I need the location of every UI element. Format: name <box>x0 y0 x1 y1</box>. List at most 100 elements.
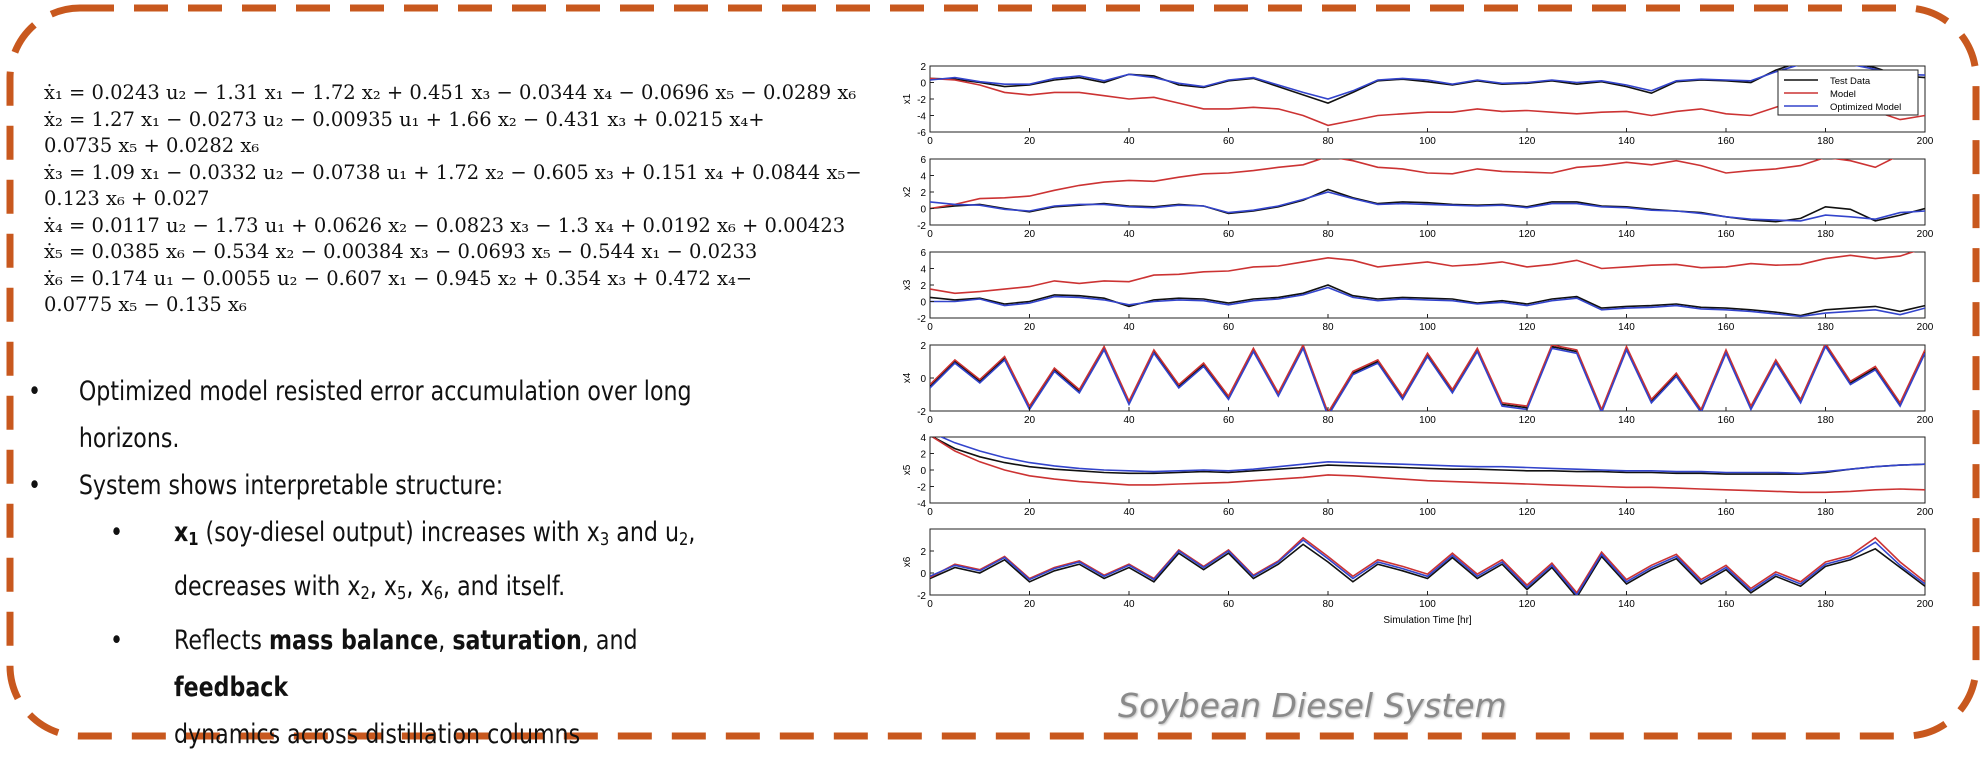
series-line <box>930 66 1925 100</box>
y-axis-label: x5 <box>902 464 913 475</box>
x-tick-label: 160 <box>1718 599 1735 610</box>
bold-term: feedback <box>173 672 289 703</box>
x-tick-label: 80 <box>1322 322 1334 333</box>
y-tick-label: 0 <box>920 298 926 309</box>
x-tick-label: 160 <box>1718 322 1735 333</box>
x-tick-label: 60 <box>1223 229 1235 240</box>
series-line <box>930 345 1925 411</box>
y-tick-label: -4 <box>917 499 926 510</box>
text-run: , <box>438 625 453 656</box>
x-tick-label: 160 <box>1718 229 1735 240</box>
x-tick-label: 20 <box>1024 415 1036 426</box>
series-line <box>930 543 1925 595</box>
var-sub: 3 <box>599 529 610 550</box>
legend-entry: Model <box>1830 89 1856 100</box>
plot-frame <box>929 528 1926 596</box>
y-tick-label: -6 <box>917 128 926 139</box>
y-tick-label: 0 <box>920 466 926 477</box>
sub-bullet-line: decreases with x2, x5, x6, and itself. <box>174 563 733 617</box>
x-tick-label: 100 <box>1419 136 1436 147</box>
y-tick-label: -4 <box>917 112 926 123</box>
x-tick-label: 40 <box>1123 229 1135 240</box>
x-tick-label: 120 <box>1519 229 1536 240</box>
y-tick-label: -2 <box>917 483 926 494</box>
x-tick-label: 100 <box>1419 507 1436 518</box>
y-axis-label: x4 <box>902 372 913 383</box>
x-tick-label: 0 <box>927 599 933 610</box>
x-tick-label: 40 <box>1123 599 1135 610</box>
x-tick-label: 100 <box>1419 599 1436 610</box>
sub-bullet-line: x1 (soy-diesel output) increases with x3… <box>174 509 733 563</box>
equation-line: ẋ₄ = 0.0117 u₂ − 1.73 u₁ + 0.0626 x₂ − 0… <box>44 213 846 237</box>
equation-line: ẋ₃ = 1.09 x₁ − 0.0332 u₂ − 0.0738 u₁ + 1… <box>44 160 862 184</box>
x-tick-label: 60 <box>1223 599 1235 610</box>
x-tick-label: 0 <box>927 507 933 518</box>
y-tick-label: -2 <box>917 221 926 232</box>
x-tick-label: 20 <box>1024 229 1036 240</box>
x-tick-label: 40 <box>1123 415 1135 426</box>
x-tick-label: 20 <box>1024 322 1036 333</box>
x-tick-label: 160 <box>1718 507 1735 518</box>
dashed-border <box>6 4 1980 740</box>
series-line <box>931 437 1925 494</box>
equation-line: 0.123 x₆ + 0.027 <box>44 187 210 210</box>
text-run: (soy-diesel output) increases with x <box>198 517 600 548</box>
y-tick-label: 2 <box>920 341 926 352</box>
equation-line: ẋ₅ = 0.0385 x₆ − 0.534 x₂ − 0.00384 x₃ −… <box>44 240 758 263</box>
bullet-text: horizons. <box>78 423 180 454</box>
equation-line: ẋ₂ = 1.27 x₁ − 0.0273 u₂ − 0.00935 u₁ + … <box>44 107 765 131</box>
x-tick-label: 200 <box>1917 415 1934 426</box>
series-line <box>939 437 1925 475</box>
plot-frame <box>929 251 1926 319</box>
x-tick-label: 140 <box>1618 507 1635 518</box>
x-tick-label: 200 <box>1917 229 1934 240</box>
x-tick-label: 20 <box>1024 507 1036 518</box>
legend-entry: Test Data <box>1830 76 1871 87</box>
x-tick-label: 40 <box>1123 507 1135 518</box>
x-tick-label: 120 <box>1519 322 1536 333</box>
x-tick-label: 200 <box>1917 507 1934 518</box>
x-tick-label: 120 <box>1519 599 1536 610</box>
series-line <box>930 345 1925 411</box>
x-tick-label: 120 <box>1519 136 1536 147</box>
x-tick-label: 160 <box>1718 136 1735 147</box>
bullet-item-optimized: Optimized model resisted error accumulat… <box>28 368 733 462</box>
y-tick-label: 2 <box>920 450 926 461</box>
var-sub: 1 <box>188 529 199 550</box>
sub-bullet-x1: • x1 (soy-diesel output) increases with … <box>28 509 733 617</box>
equation-line: 0.0775 x₅ − 0.135 x₆ <box>44 293 247 316</box>
y-tick-label: 0 <box>920 374 926 385</box>
x-tick-label: 140 <box>1618 599 1635 610</box>
text-run: , x <box>406 571 434 602</box>
y-tick-label: 6 <box>920 155 926 166</box>
var-sub: 5 <box>397 583 407 604</box>
y-tick-label: 4 <box>920 433 926 444</box>
x-tick-label: 40 <box>1123 322 1135 333</box>
sub-bullet-line: Reflects mass balance, saturation, and f… <box>174 617 733 711</box>
y-axis-label: x3 <box>902 279 913 290</box>
equation-line: 0.0735 x₅ + 0.0282 x₆ <box>44 134 260 157</box>
sub-bullet-reflects: • Reflects mass balance, saturation, and… <box>28 617 733 758</box>
x-tick-label: 100 <box>1419 229 1436 240</box>
x-tick-label: 180 <box>1817 229 1834 240</box>
x-tick-label: 180 <box>1817 322 1834 333</box>
y-tick-label: 2 <box>920 188 926 199</box>
var-x: x <box>173 517 189 548</box>
y-axis-label: x6 <box>902 556 913 567</box>
y-tick-label: 6 <box>920 248 926 259</box>
series-line <box>930 538 1925 595</box>
y-tick-label: 0 <box>920 205 926 216</box>
x-tick-label: 80 <box>1322 507 1334 518</box>
x-tick-label: 80 <box>1322 599 1334 610</box>
x-axis-label: Simulation Time [hr] <box>1383 615 1472 626</box>
x-tick-label: 20 <box>1024 136 1036 147</box>
text-run: , and <box>581 625 638 656</box>
x-tick-label: 0 <box>927 415 933 426</box>
series-line <box>930 284 1925 317</box>
text-run: and u <box>609 517 680 548</box>
y-tick-label: -2 <box>917 407 926 418</box>
